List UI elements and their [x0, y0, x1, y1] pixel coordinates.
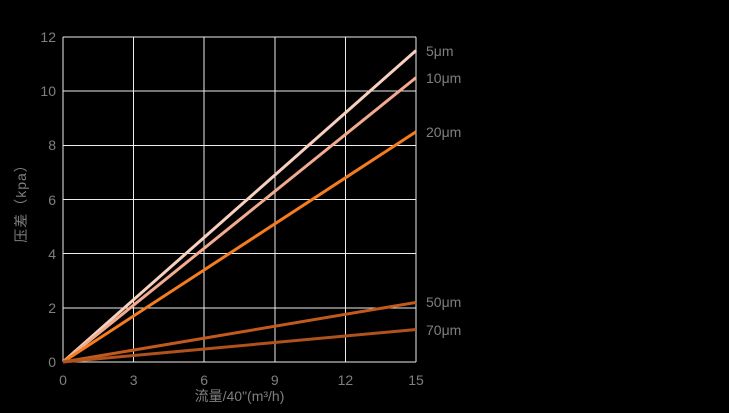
series-line-1 [62, 49, 417, 364]
y-tick-label: 8 [48, 137, 56, 154]
x-tick-label: 6 [200, 372, 209, 388]
x-axis-label: 流量/40"(m³/h) [194, 388, 285, 404]
x-tick-label: 9 [270, 372, 279, 388]
x-tick-label: 12 [337, 372, 354, 388]
x-tick-label: 3 [129, 372, 138, 388]
series-line-4 [62, 300, 417, 364]
series-line-5 [62, 328, 417, 364]
x-tick-label: 0 [59, 372, 67, 388]
y-tick-label: 6 [48, 191, 56, 208]
y-tick-label: 12 [40, 29, 56, 45]
y-tick-label: 2 [48, 299, 56, 316]
series-label-3: 20μm [426, 123, 462, 140]
series-line-2 [62, 76, 417, 364]
x-tick-label: 15 [408, 372, 424, 388]
series-line-3 [62, 130, 417, 364]
y-tick-label: 10 [40, 83, 56, 100]
y-tick-label: 0 [48, 354, 56, 370]
series-label-4: 50μm [426, 294, 462, 311]
series-label-2: 10μm [426, 69, 462, 86]
y-tick-label: 4 [48, 245, 56, 262]
series-label-1: 5μm [426, 42, 454, 59]
series-label-5: 70μm [426, 321, 462, 338]
